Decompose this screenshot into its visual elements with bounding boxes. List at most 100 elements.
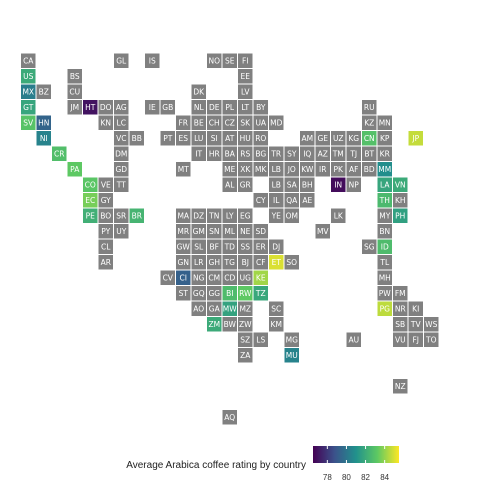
- tile-rect: [253, 224, 268, 239]
- tile-rect: [253, 162, 268, 177]
- tile-rect: [129, 208, 144, 223]
- country-tile-ie: IE: [145, 100, 160, 115]
- country-tile-tz: TZ: [253, 286, 268, 301]
- tile-rect: [362, 162, 377, 177]
- tile-label: BF: [210, 242, 219, 251]
- tile-rect: [21, 53, 36, 68]
- country-tile-rs: RS: [238, 146, 253, 161]
- tile-rect: [222, 146, 237, 161]
- country-tile-za: ZA: [238, 348, 253, 363]
- tile-rect: [222, 115, 237, 130]
- country-tile-sc: SC: [269, 301, 284, 316]
- tile-rect: [36, 115, 51, 130]
- tile-label: BT: [364, 149, 374, 158]
- legend-ticks: 78 80 82 84: [323, 446, 390, 482]
- country-tile-ht: HT: [83, 100, 98, 115]
- tile-label: CU: [69, 87, 80, 96]
- tile-rect: [253, 332, 268, 347]
- country-tile-se: SE: [222, 53, 237, 68]
- legend-colorbar: [313, 446, 399, 463]
- tile-rect: [300, 131, 315, 146]
- tile-rect: [222, 224, 237, 239]
- country-tile-mk: MK: [253, 162, 268, 177]
- tile-rect: [377, 162, 392, 177]
- country-tile-mh: MH: [377, 270, 392, 285]
- tile-label: GM: [193, 227, 205, 236]
- tile-label: BE: [194, 118, 204, 127]
- tile-rect: [98, 255, 113, 270]
- tile-label: BS: [70, 72, 80, 81]
- tile-rect: [160, 270, 175, 285]
- tile-label: DK: [193, 87, 205, 96]
- tile-rect: [98, 239, 113, 254]
- tile-rect: [176, 115, 191, 130]
- country-tile-ro: RO: [253, 131, 268, 146]
- country-tile-sd: SD: [253, 224, 268, 239]
- tile-rect: [253, 270, 268, 285]
- country-tile-lb: LB: [269, 162, 284, 177]
- tile-rect: [67, 69, 82, 84]
- country-tile-fj: FJ: [408, 332, 423, 347]
- country-tile-fm: FM: [393, 286, 408, 301]
- legend-tick-label: 80: [342, 473, 351, 482]
- country-tile-ng: NG: [191, 270, 206, 285]
- legend-tick-label: 82: [361, 473, 370, 482]
- country-tile-sa: SA: [284, 177, 299, 192]
- tile-label: TL: [379, 258, 390, 267]
- tile-label: WS: [425, 320, 437, 329]
- tile-rect: [253, 131, 268, 146]
- country-tile-tm: TM: [331, 146, 346, 161]
- country-tile-pa: PA: [67, 162, 82, 177]
- tile-rect: [269, 301, 284, 316]
- country-tile-au: AU: [346, 332, 361, 347]
- tile-label: AG: [116, 103, 127, 112]
- tile-label: MN: [379, 118, 391, 127]
- tile-rect: [21, 69, 36, 84]
- tile-label: IE: [149, 103, 156, 112]
- country-tile-gt: GT: [21, 100, 36, 115]
- tile-rect: [191, 146, 206, 161]
- tile-label: GW: [177, 242, 191, 251]
- tile-label: PW: [379, 289, 392, 298]
- country-tile-lr: LR: [191, 255, 206, 270]
- tile-label: GG: [208, 289, 220, 298]
- tile-label: IN: [334, 180, 342, 189]
- tile-rect: [222, 53, 237, 68]
- tile-label: ER: [256, 242, 266, 251]
- legend-tick-label: 78: [323, 473, 332, 482]
- tile-rect: [377, 286, 392, 301]
- tile-rect: [176, 239, 191, 254]
- tile-rect: [83, 177, 98, 192]
- tile-rect: [284, 193, 299, 208]
- country-tile-uy: UY: [114, 224, 129, 239]
- tile-label: KR: [380, 149, 390, 158]
- tile-label: CN: [364, 134, 375, 143]
- tile-label: HT: [85, 103, 96, 112]
- tile-label: MA: [177, 211, 189, 220]
- country-tile-gh: GH: [207, 255, 222, 270]
- country-tile-bi: BI: [222, 286, 237, 301]
- country-tile-tl: TL: [377, 255, 392, 270]
- tile-label: LK: [334, 211, 344, 220]
- tile-rect: [269, 146, 284, 161]
- country-tile-sg: SG: [362, 239, 377, 254]
- country-tile-sb: SB: [393, 317, 408, 332]
- country-tile-ae: AE: [300, 193, 315, 208]
- tile-rect: [362, 115, 377, 130]
- tile-label: CI: [180, 273, 187, 282]
- country-tile-sn: SN: [207, 224, 222, 239]
- tile-label: ML: [224, 227, 235, 236]
- country-tile-uz: UZ: [331, 131, 346, 146]
- tile-rect: [222, 301, 237, 316]
- tile-label: LB: [272, 165, 281, 174]
- tile-label: CY: [256, 196, 266, 205]
- tile-rect: [191, 208, 206, 223]
- country-tile-is: IS: [145, 53, 160, 68]
- tile-label: FR: [178, 118, 188, 127]
- tile-label: JP: [411, 134, 419, 143]
- tile-rect: [238, 317, 253, 332]
- tile-rect: [346, 146, 361, 161]
- tile-label: LC: [117, 118, 126, 127]
- tile-label: TD: [224, 242, 236, 251]
- tile-label: NO: [208, 56, 220, 65]
